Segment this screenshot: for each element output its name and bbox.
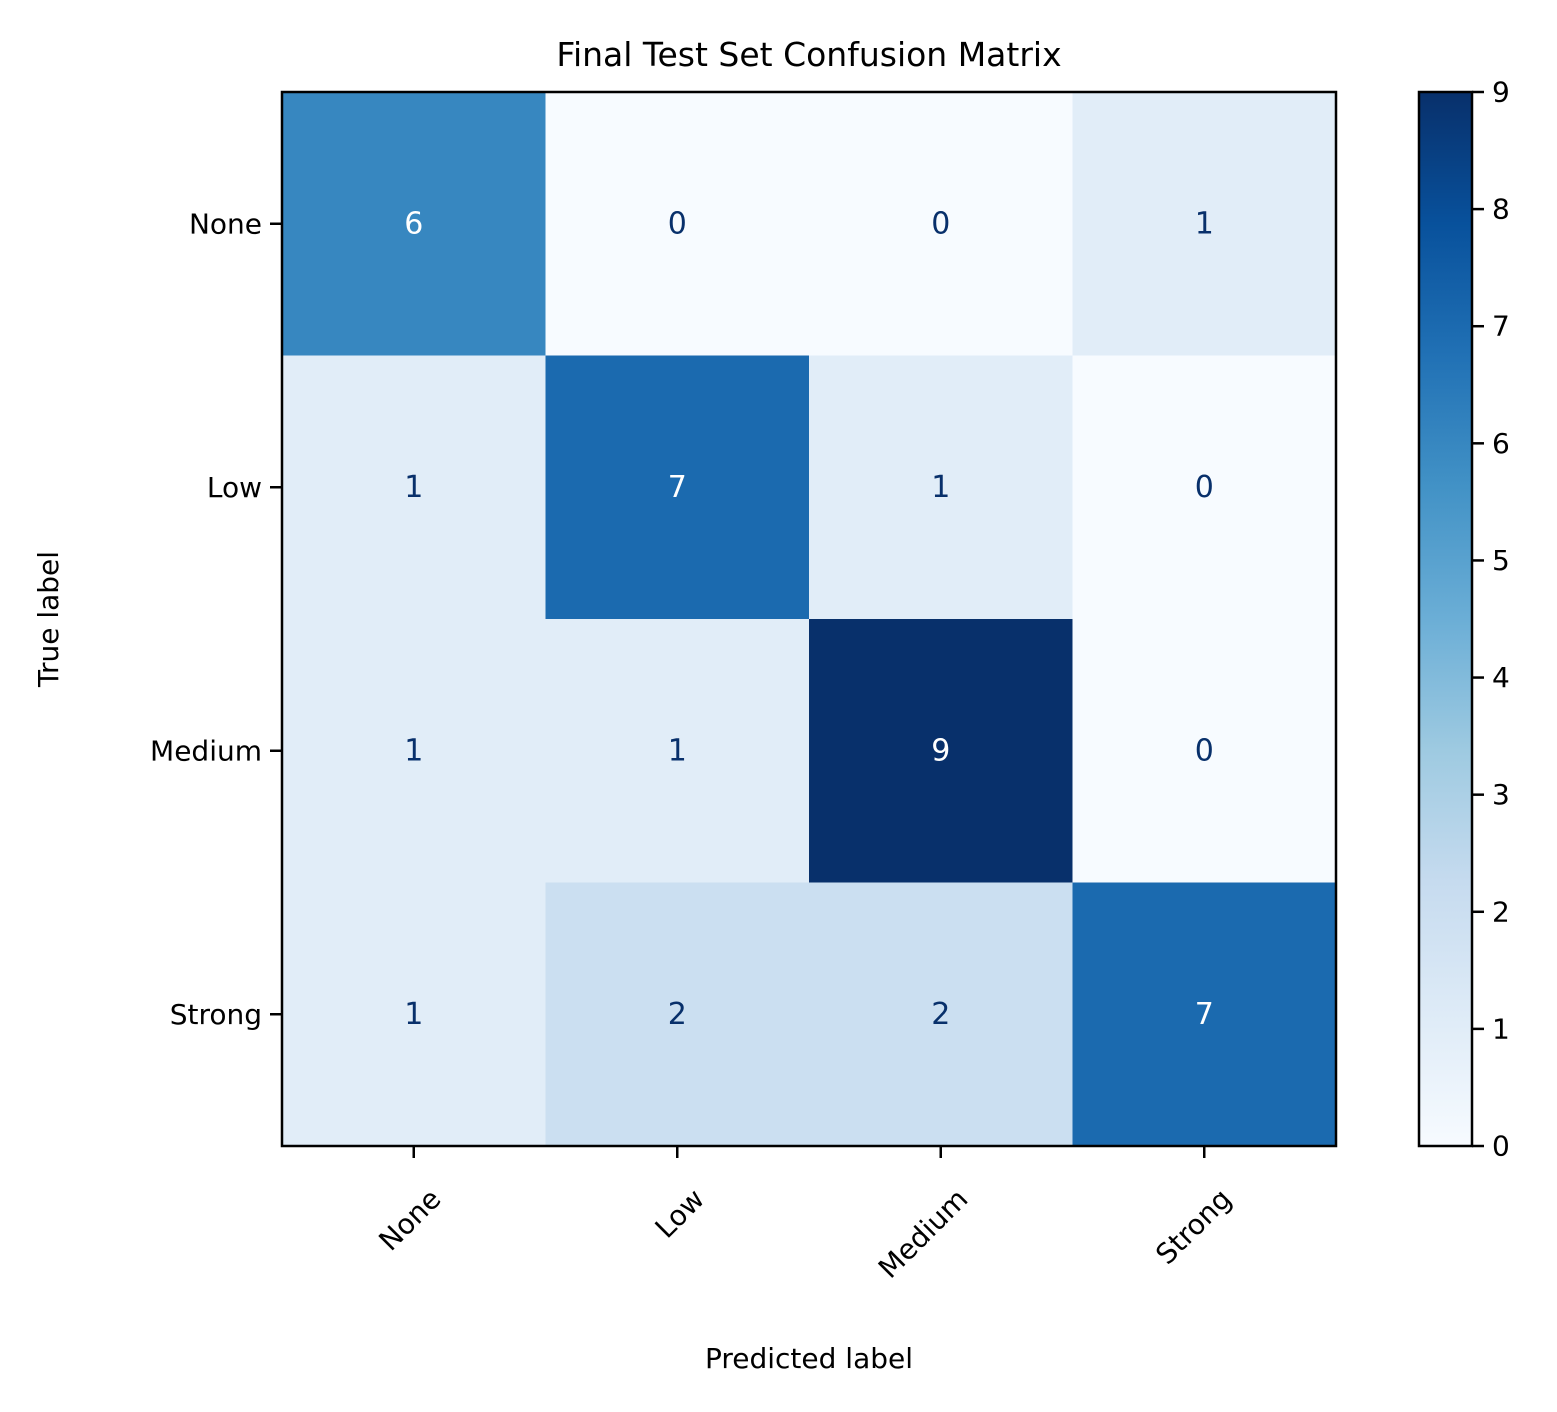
matrix-cell-medium-low [545, 619, 810, 883]
cell-value-label: 1 [404, 733, 423, 768]
chart-title: Final Test Set Confusion Matrix [556, 35, 1061, 74]
colorbar [1417, 90, 1474, 1148]
cell-value-label: 1 [668, 733, 687, 768]
matrix-cell-none-strong [1072, 92, 1337, 356]
colorbar-tick-label: 9 [1492, 76, 1510, 109]
y-axis-label: True label [32, 551, 65, 688]
matrix-cell-strong-medium [809, 882, 1073, 1147]
matrix-cell-medium-medium [809, 619, 1073, 883]
x-axis-ticks: None Low Medium Strong [372, 1146, 1238, 1285]
plot-frame [280, 90, 1338, 1148]
x-axis-label: Predicted label [705, 1342, 913, 1375]
cell-value-label: 1 [404, 997, 423, 1032]
x-tick-label: Medium [872, 1182, 975, 1285]
cell-value-label: 0 [1195, 470, 1214, 505]
colorbar-tick-label: 0 [1492, 1130, 1510, 1163]
y-axis-ticks: None Low Medium Strong [150, 207, 282, 1031]
cell-value-label: 2 [931, 997, 950, 1032]
cell-value-label: 7 [1195, 997, 1214, 1032]
x-tick-label: Low [649, 1182, 711, 1244]
y-tick-label: Medium [150, 734, 262, 767]
colorbar-tick-label: 2 [1492, 895, 1510, 928]
colorbar-tick-label: 8 [1492, 193, 1510, 226]
cell-value-label: 1 [1195, 206, 1214, 241]
colorbar-tick-label: 1 [1492, 1012, 1510, 1045]
matrix-cell-low-strong [1072, 355, 1337, 620]
matrix-cell-strong-strong [1072, 882, 1337, 1147]
matrix-cell-strong-low [545, 882, 810, 1147]
matrix-cell-none-medium [809, 92, 1073, 356]
cell-value-label: 1 [404, 470, 423, 505]
cell-value-label: 9 [931, 733, 950, 768]
matrix-cell-strong-none [282, 882, 546, 1147]
colorbar-tick-label: 4 [1492, 661, 1510, 694]
x-tick-label: Strong [1149, 1182, 1238, 1271]
colorbar-tick-label: 5 [1492, 544, 1510, 577]
cell-value-label: 2 [668, 997, 687, 1032]
y-tick-label: Strong [170, 998, 262, 1031]
matrix-cell-medium-strong [1072, 619, 1337, 883]
colorbar-tick-label: 7 [1492, 310, 1510, 343]
cell-value-label: 6 [404, 206, 423, 241]
y-tick-label: Low [207, 471, 262, 504]
matrix-cells [282, 92, 1337, 1147]
cell-value-label: 0 [931, 206, 950, 241]
cell-value-label: 1 [931, 470, 950, 505]
cell-value-label: 7 [668, 470, 687, 505]
cell-value-labels: 6 0 0 1 1 7 1 0 1 1 9 0 1 2 2 7 [404, 206, 1214, 1032]
colorbar-tick-label: 6 [1492, 427, 1510, 460]
colorbar-ticks: 0 1 2 3 4 5 6 7 8 9 [1472, 76, 1510, 1163]
matrix-cell-none-low [545, 92, 810, 356]
colorbar-tick-label: 3 [1492, 778, 1510, 811]
matrix-cell-low-none [282, 355, 546, 620]
y-tick-label: None [189, 207, 262, 240]
matrix-cell-low-medium [809, 355, 1073, 620]
x-tick-label: None [372, 1182, 447, 1257]
cell-value-label: 0 [668, 206, 687, 241]
cell-value-label: 0 [1195, 733, 1214, 768]
matrix-cell-medium-none [282, 619, 546, 883]
matrix-cell-low-low [545, 355, 810, 620]
matrix-cell-none-none [282, 92, 546, 356]
